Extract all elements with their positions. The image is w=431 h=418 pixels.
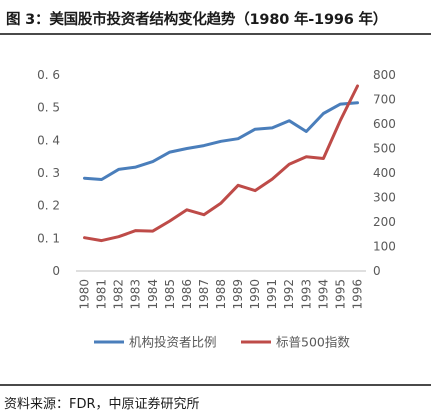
y-right-tick-label: 800 bbox=[373, 68, 396, 82]
y-right-tick-label: 400 bbox=[373, 166, 396, 180]
y-right-tick-label: 500 bbox=[373, 142, 396, 156]
y-right-tick-label: 100 bbox=[373, 240, 396, 254]
x-tick-label: 1992 bbox=[282, 279, 296, 310]
y-left-tick-label: 0 bbox=[52, 264, 60, 278]
x-tick-label: 1988 bbox=[214, 279, 228, 310]
x-tick-label: 1996 bbox=[350, 279, 364, 310]
x-tick-label: 1989 bbox=[231, 279, 245, 310]
institutional-ratio-line bbox=[83, 101, 359, 181]
sp500-line bbox=[83, 84, 359, 243]
legend-institutional-label: 机构投资者比例 bbox=[129, 335, 217, 350]
y-right-tick-label: 600 bbox=[373, 117, 396, 131]
x-tick-label: 1993 bbox=[299, 279, 313, 310]
x-tick-label: 1980 bbox=[78, 279, 92, 310]
y-right-tick-label: 700 bbox=[373, 93, 396, 107]
title-rule bbox=[0, 33, 431, 35]
y-left-tick-label: 0. 1 bbox=[37, 231, 60, 245]
y-left-tick-label: 0. 2 bbox=[37, 199, 60, 213]
x-tick-label: 1983 bbox=[129, 279, 143, 310]
y-left-tick-label: 0. 5 bbox=[37, 101, 60, 115]
x-tick-label: 1982 bbox=[112, 279, 126, 310]
line-chart: 0 0. 1 0. 2 0. 3 0. 4 0. 5 0. 6 0 100 200 300 400 50… bbox=[37, 68, 396, 350]
x-tick-label: 1986 bbox=[180, 279, 194, 310]
y-right-tick-label: 0 bbox=[373, 264, 381, 278]
x-tick-label: 1994 bbox=[316, 279, 330, 310]
x-tick-label: 1984 bbox=[146, 279, 160, 310]
y-left-tick-label: 0. 6 bbox=[37, 68, 60, 82]
source-note: 资料来源：FDR，中原证券研究所 bbox=[4, 397, 200, 412]
y-right-tick-label: 200 bbox=[373, 215, 396, 229]
x-tick-label: 1987 bbox=[197, 279, 211, 310]
source-rule bbox=[0, 384, 431, 386]
x-tick-label: 1981 bbox=[95, 279, 109, 310]
figure-title: 图 3：美国股市投资者结构变化趋势（1980 年-1996 年） bbox=[6, 12, 388, 28]
y-left-tick-label: 0. 3 bbox=[37, 166, 60, 180]
y-right-tick-label: 300 bbox=[373, 191, 396, 205]
y-left-tick-label: 0. 4 bbox=[37, 133, 60, 147]
x-tick-label: 1985 bbox=[163, 279, 177, 310]
x-tick-label: 1995 bbox=[333, 279, 347, 310]
legend-sp500-label: 标普500指数 bbox=[276, 335, 350, 350]
x-tick-label: 1990 bbox=[248, 279, 262, 310]
x-tick-label: 1991 bbox=[265, 279, 279, 310]
